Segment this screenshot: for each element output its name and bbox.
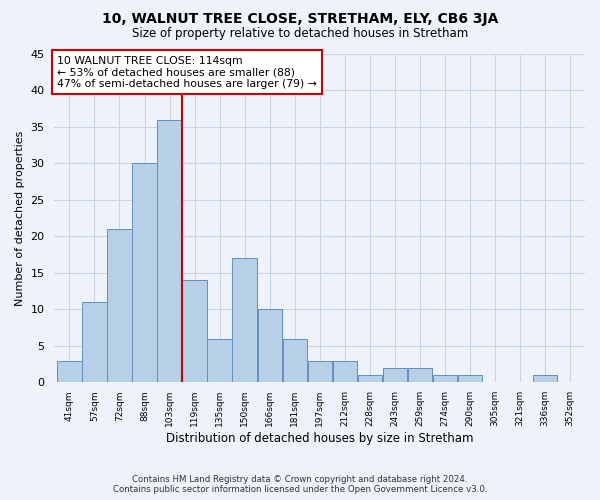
Bar bbox=[133, 164, 157, 382]
Y-axis label: Number of detached properties: Number of detached properties bbox=[15, 130, 25, 306]
X-axis label: Distribution of detached houses by size in Stretham: Distribution of detached houses by size … bbox=[166, 432, 473, 445]
Bar bbox=[232, 258, 257, 382]
Text: 10, WALNUT TREE CLOSE, STRETHAM, ELY, CB6 3JA: 10, WALNUT TREE CLOSE, STRETHAM, ELY, CB… bbox=[102, 12, 498, 26]
Bar bbox=[182, 280, 206, 382]
Bar bbox=[407, 368, 432, 382]
Bar bbox=[157, 120, 182, 382]
Bar bbox=[458, 375, 482, 382]
Bar bbox=[283, 338, 307, 382]
Bar bbox=[82, 302, 107, 382]
Bar bbox=[383, 368, 407, 382]
Bar bbox=[257, 310, 282, 382]
Bar bbox=[433, 375, 457, 382]
Text: Contains HM Land Registry data © Crown copyright and database right 2024.
Contai: Contains HM Land Registry data © Crown c… bbox=[113, 474, 487, 494]
Bar bbox=[308, 360, 332, 382]
Bar bbox=[208, 338, 232, 382]
Text: 10 WALNUT TREE CLOSE: 114sqm
← 53% of detached houses are smaller (88)
47% of se: 10 WALNUT TREE CLOSE: 114sqm ← 53% of de… bbox=[57, 56, 317, 89]
Bar bbox=[332, 360, 357, 382]
Bar bbox=[358, 375, 382, 382]
Bar bbox=[533, 375, 557, 382]
Text: Size of property relative to detached houses in Stretham: Size of property relative to detached ho… bbox=[132, 28, 468, 40]
Bar bbox=[107, 229, 131, 382]
Bar bbox=[57, 360, 82, 382]
